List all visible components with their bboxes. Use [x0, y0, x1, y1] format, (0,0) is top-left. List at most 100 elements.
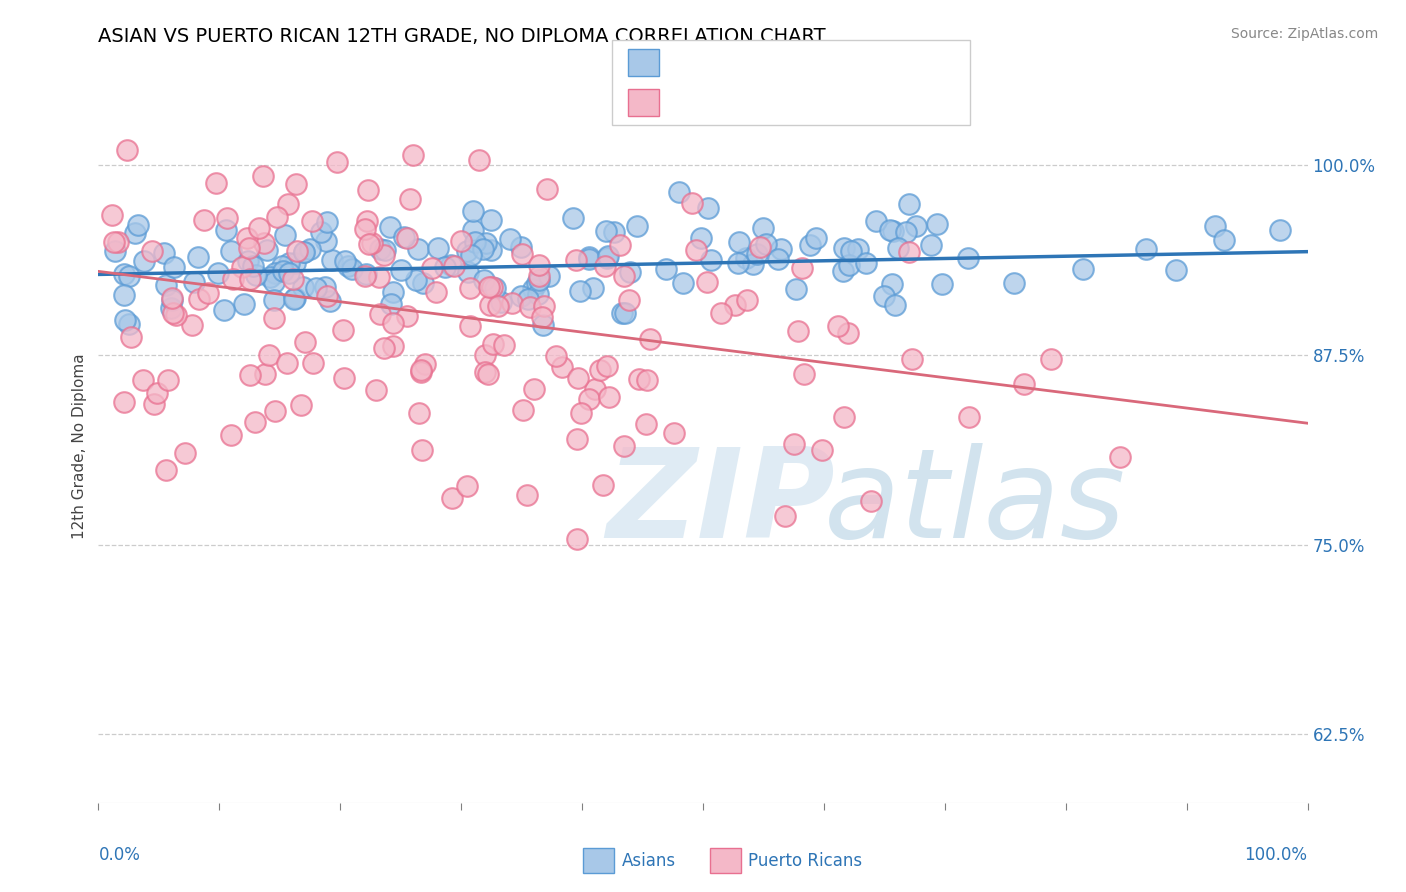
Point	[252, 169, 274, 183]
Point	[749, 240, 772, 254]
Point	[197, 286, 219, 301]
Point	[460, 248, 482, 262]
Point	[354, 267, 377, 281]
Point	[152, 246, 174, 260]
Point	[374, 243, 396, 257]
Point	[259, 270, 281, 285]
Point	[626, 219, 648, 233]
Text: -0.312: -0.312	[718, 94, 783, 112]
Point	[221, 244, 243, 258]
Point	[373, 248, 395, 262]
Point	[143, 397, 166, 411]
Point	[292, 280, 315, 294]
Point	[696, 275, 718, 289]
Point	[219, 428, 242, 442]
Point	[354, 268, 377, 283]
Point	[603, 226, 626, 240]
Point	[582, 281, 605, 295]
Point	[301, 214, 323, 228]
Point	[155, 278, 177, 293]
Point	[332, 323, 354, 337]
Point	[562, 211, 585, 226]
Point	[882, 277, 904, 292]
Point	[464, 235, 486, 250]
Point	[846, 242, 869, 256]
Point	[315, 288, 337, 302]
Point	[271, 264, 294, 278]
Point	[104, 244, 127, 258]
Point	[247, 220, 270, 235]
Point	[752, 221, 775, 235]
Point	[481, 213, 503, 227]
Point	[474, 365, 496, 379]
Point	[832, 409, 855, 424]
Point	[212, 302, 235, 317]
Point	[1204, 219, 1226, 233]
Point	[613, 439, 636, 453]
Point	[114, 312, 136, 326]
Point	[107, 235, 129, 249]
Point	[735, 293, 758, 307]
Point	[484, 281, 506, 295]
Point	[527, 273, 550, 287]
Point	[450, 235, 472, 249]
Point	[799, 238, 821, 252]
Point	[399, 193, 422, 207]
Point	[610, 305, 633, 319]
Point	[364, 383, 387, 397]
Point	[356, 214, 378, 228]
Point	[239, 368, 262, 383]
Point	[413, 357, 436, 371]
Point	[546, 349, 568, 363]
Point	[302, 356, 325, 370]
Point	[865, 214, 887, 228]
Point	[883, 298, 905, 312]
Point	[898, 245, 921, 260]
Point	[411, 442, 433, 457]
Point	[187, 251, 209, 265]
Point	[855, 256, 877, 270]
Text: atlas: atlas	[824, 442, 1126, 564]
Point	[290, 398, 312, 412]
Point	[160, 301, 183, 315]
Point	[124, 227, 146, 241]
Point	[529, 269, 551, 284]
Point	[897, 197, 920, 211]
Point	[112, 395, 135, 409]
Point	[832, 241, 855, 255]
Point	[526, 276, 548, 290]
Point	[118, 317, 141, 331]
Point	[141, 244, 163, 258]
Point	[636, 373, 658, 387]
Point	[392, 230, 415, 244]
Point	[441, 491, 464, 505]
Point	[425, 285, 447, 299]
Point	[860, 493, 883, 508]
Point	[253, 368, 276, 382]
Point	[509, 239, 531, 253]
Point	[321, 252, 343, 267]
Point	[193, 212, 215, 227]
Point	[472, 242, 495, 256]
Point	[103, 235, 125, 250]
Point	[204, 176, 226, 190]
Point	[593, 260, 616, 274]
Point	[463, 223, 485, 237]
Point	[793, 368, 815, 382]
Point	[458, 318, 481, 333]
Point	[837, 326, 859, 340]
Point	[1164, 263, 1187, 277]
Point	[565, 252, 588, 267]
Point	[381, 285, 404, 300]
Point	[276, 356, 298, 370]
Point	[368, 269, 391, 284]
Point	[578, 250, 600, 264]
Point	[294, 335, 316, 350]
Point	[263, 310, 285, 325]
Point	[281, 272, 304, 286]
Point	[479, 298, 502, 312]
Point	[900, 351, 922, 366]
Point	[283, 292, 305, 306]
Point	[287, 244, 309, 258]
Point	[596, 359, 619, 374]
